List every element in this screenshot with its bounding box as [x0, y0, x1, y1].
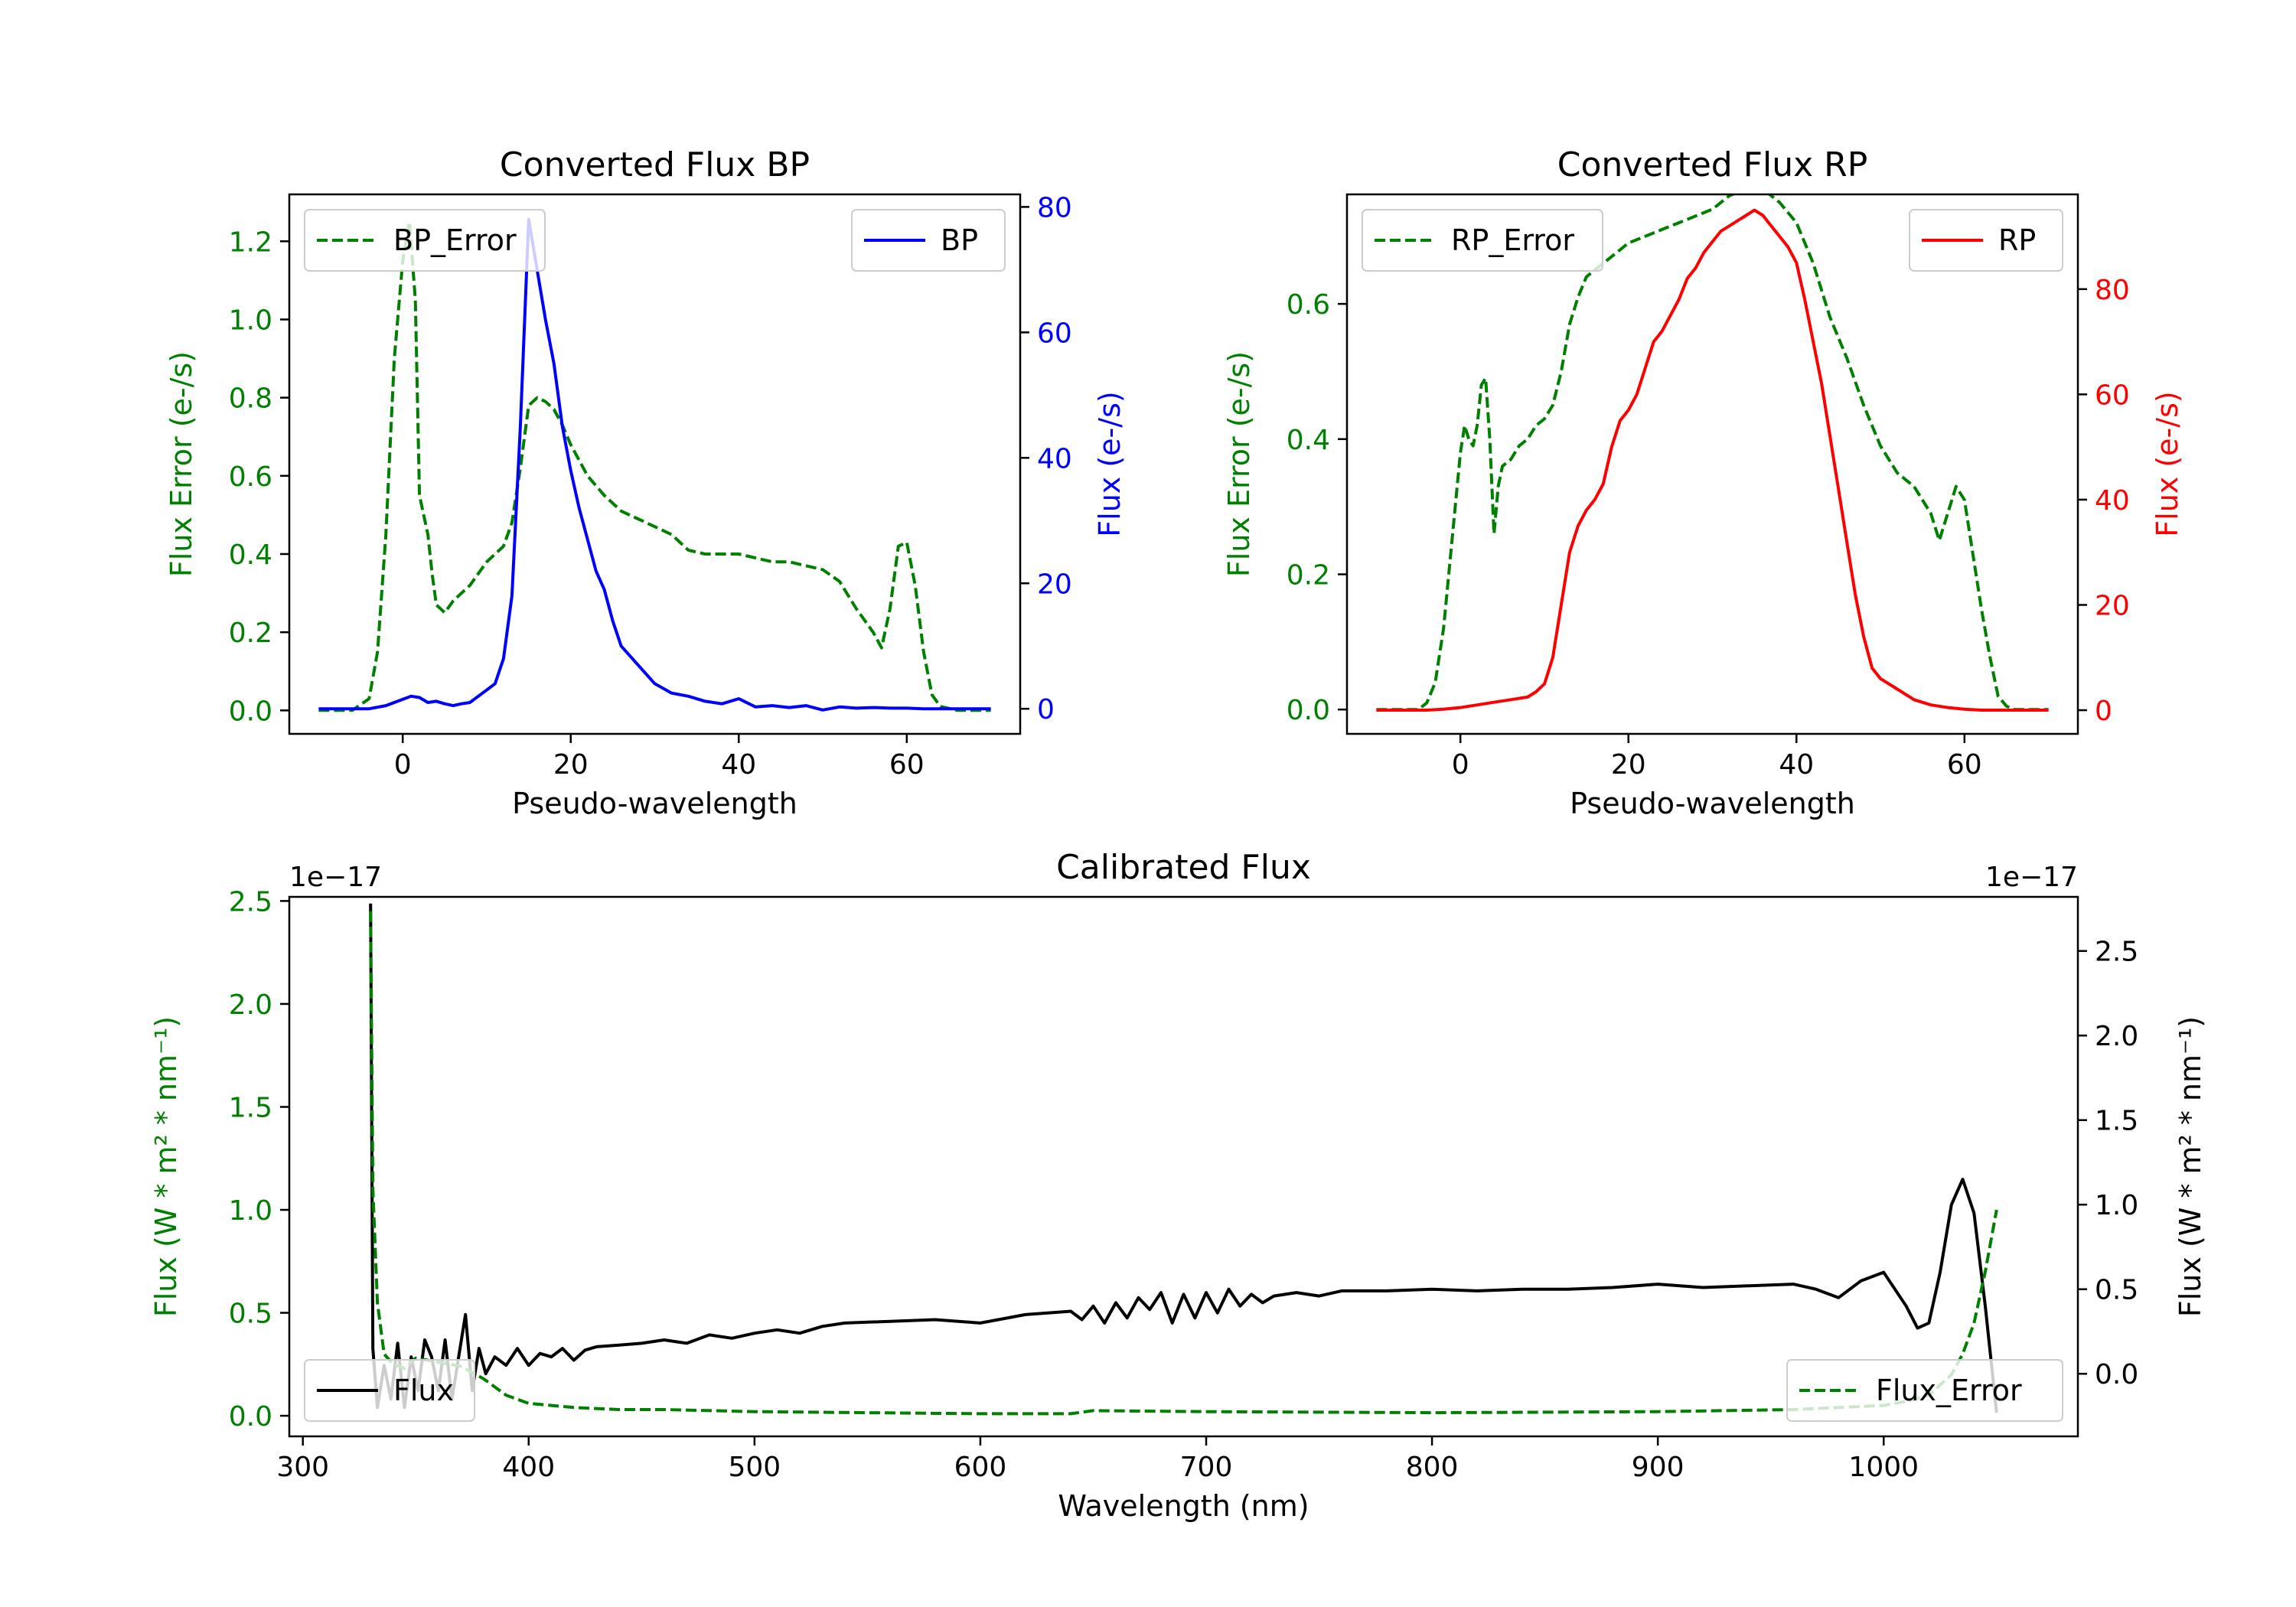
panel-calibrated: Calibrated Flux 300 400 500 600 700 800 900 1000… [149, 848, 2207, 1523]
y-right-tick-label: 80 [2095, 275, 2130, 306]
legend-Flux_Error: Flux_Error [1786, 1359, 2063, 1422]
x-axis-label: Pseudo-wavelength [512, 787, 797, 820]
y-left-tick-label: 1.0 [229, 1195, 272, 1227]
legend-box [304, 1359, 475, 1422]
x-tick-label: 500 [728, 1452, 781, 1483]
y-left-tick-label: 0.6 [229, 461, 272, 493]
y-left-tick-label: 0.4 [1287, 425, 1330, 456]
y-right-axis-label: Flux (e-/s) [1093, 391, 1127, 536]
chart-title: Calibrated Flux [1056, 848, 1311, 887]
axes-frame [1345, 193, 2079, 735]
x-tick-label: 40 [1779, 749, 1814, 781]
series-line-RP [1376, 208, 2049, 712]
axes-frame [288, 193, 1022, 735]
x-tick-label: 700 [1180, 1452, 1233, 1483]
x-tick-label: 20 [1611, 749, 1646, 781]
legend-label: RP [1998, 223, 2036, 257]
y-left-tick-label: 0.0 [229, 1401, 272, 1433]
legend-label: BP_Error [393, 223, 517, 257]
x-tick-label: 0 [1452, 749, 1469, 781]
x-tick-label: 60 [889, 749, 925, 781]
y-left-tick-label: 0.0 [229, 696, 272, 727]
y-left-tick-label: 0.2 [1287, 560, 1330, 592]
y-left-axis-label: Flux Error (e-/s) [165, 351, 198, 577]
x-tick-label: 1000 [1848, 1452, 1919, 1483]
y-right-tick-label: 1.0 [2095, 1190, 2138, 1221]
legend-BP: BP [851, 209, 1006, 272]
axes-frame [288, 895, 2079, 1438]
series-line-Flux [369, 903, 1998, 1413]
y-left-tick-label: 2.5 [229, 886, 272, 918]
x-tick-label: 20 [553, 749, 589, 781]
offset-left-label: 1e−17 [289, 862, 382, 893]
y-left-tick-label: 1.2 [229, 227, 272, 258]
y-right-tick-label: 0 [1037, 694, 1055, 725]
legend-box [304, 209, 546, 272]
panel-bp: Converted Flux BP 0 20 40 60 Pseudo-wavelengt… [165, 145, 1127, 820]
legend-box [1909, 209, 2063, 272]
y-left-tick-label: 0.4 [229, 539, 272, 571]
legend-Flux: Flux [304, 1359, 475, 1422]
x-tick-label: 400 [502, 1452, 555, 1483]
legend-BP_Error: BP_Error [304, 209, 546, 272]
y-left-tick-label: 0.8 [229, 383, 272, 415]
series-line-BP [318, 217, 991, 712]
y-right-tick-label: 60 [2095, 380, 2130, 411]
y-right-tick-label: 2.0 [2095, 1021, 2138, 1052]
y-right-tick-label: 20 [2095, 590, 2130, 621]
x-tick-label: 900 [1632, 1452, 1684, 1483]
y-right-axis-label: Flux (W * m² * nm⁻¹) [2174, 1016, 2207, 1317]
panel-rp: Converted Flux RP 0 20 40 60 Pseudo-wavelengt… [1222, 145, 2184, 820]
series-line-Flux_Error [369, 911, 1998, 1416]
y-right-tick-label: 40 [2095, 485, 2130, 517]
y-left-tick-label: 2.0 [229, 989, 272, 1021]
series-line-BP_Error [318, 220, 991, 712]
y-left-tick-label: 0.2 [229, 618, 272, 649]
y-left-tick-label: 1.0 [229, 305, 272, 336]
y-right-tick-label: 40 [1037, 443, 1072, 474]
legend-box [851, 209, 1006, 272]
y-left-tick-label: 0.5 [229, 1299, 272, 1330]
y-right-tick-label: 20 [1037, 569, 1072, 600]
legend-label: RP_Error [1451, 223, 1574, 257]
y-right-tick-label: 60 [1037, 318, 1072, 349]
x-axis-label: Pseudo-wavelength [1570, 787, 1855, 820]
legend-RP_Error: RP_Error [1362, 209, 1603, 272]
legend-RP: RP [1909, 209, 2063, 272]
y-left-axis-label: Flux (W * m² * nm⁻¹) [149, 1016, 183, 1317]
legend-label: Flux [393, 1374, 454, 1407]
legend-box [1362, 209, 1603, 272]
series-line-RP_Error [1376, 194, 2049, 712]
y-left-tick-label: 0.0 [1287, 695, 1330, 726]
y-right-axis-label: Flux (e-/s) [2151, 391, 2184, 536]
y-right-tick-label: 0 [2095, 696, 2112, 727]
y-right-tick-label: 80 [1037, 192, 1072, 223]
x-tick-label: 60 [1947, 749, 1982, 781]
x-axis-label: Wavelength (nm) [1058, 1489, 1309, 1523]
x-tick-label: 300 [276, 1452, 329, 1483]
x-tick-label: 600 [954, 1452, 1007, 1483]
y-left-tick-label: 1.5 [229, 1092, 272, 1123]
y-right-tick-label: 1.5 [2095, 1106, 2138, 1137]
y-right-tick-label: 2.5 [2095, 937, 2138, 968]
legend-label: BP [941, 223, 978, 257]
x-tick-label: 800 [1406, 1452, 1459, 1483]
offset-right-label: 1e−17 [1985, 862, 2078, 893]
chart-title: Converted Flux BP [500, 145, 810, 184]
x-tick-label: 0 [394, 749, 412, 781]
y-right-tick-label: 0.5 [2095, 1275, 2138, 1306]
legend-label: Flux_Error [1876, 1374, 2022, 1407]
y-left-tick-label: 0.6 [1287, 289, 1330, 321]
y-right-tick-label: 0.0 [2095, 1359, 2138, 1390]
legend-box [1786, 1359, 2063, 1422]
y-left-axis-label: Flux Error (e-/s) [1222, 351, 1256, 577]
chart-title: Converted Flux RP [1557, 145, 1868, 184]
x-tick-label: 40 [721, 749, 756, 781]
